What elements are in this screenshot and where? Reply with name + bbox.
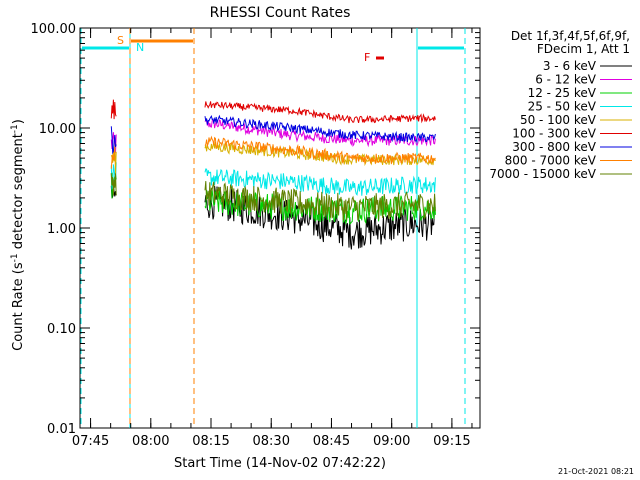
x-tick-label: 09:00 <box>373 434 410 449</box>
legend-label: 7000 - 15000 keV <box>489 167 596 181</box>
series-layer <box>110 99 436 250</box>
y-label-close: ) <box>11 119 26 124</box>
x-tick-label: 08:30 <box>253 434 290 449</box>
annotation-markers: SN F <box>80 28 466 428</box>
x-tick-label: 07:45 <box>72 434 109 449</box>
legend-label: 25 - 50 keV <box>528 100 597 114</box>
flare-label: F <box>364 51 370 64</box>
legend-label: 50 - 100 keV <box>520 113 597 127</box>
y-label-sup2: -1 <box>10 124 20 133</box>
x-tick-label: 08:15 <box>192 434 229 449</box>
x-tick-label: 08:45 <box>313 434 350 449</box>
chart-title: RHESSI Count Rates <box>210 5 351 21</box>
series-300-800-kev-line <box>110 114 436 155</box>
legend-label: 100 - 300 keV <box>512 127 596 141</box>
y-axis-label: Count Rate (s-1 detector segment-1) <box>10 119 26 351</box>
night-label: N <box>136 41 144 54</box>
legend-header-1: Det 1f,3f,4f,5f,6f,9f, <box>511 29 630 43</box>
x-axis-label: Start Time (14-Nov-02 07:42:22) <box>174 456 386 471</box>
footer-date: 21-Oct-2021 08:21 <box>558 467 634 476</box>
y-tick-label: 10.00 <box>39 122 76 137</box>
y-label-main: Count Rate (s <box>11 262 26 351</box>
y-tick-label: 0.01 <box>47 422 76 437</box>
series-100-300-kev-line <box>110 99 436 124</box>
y-label-tail: detector segment <box>11 133 26 253</box>
legend-header-2: FDecim 1, Att 1 <box>537 42 630 56</box>
x-tick-label: 08:00 <box>132 434 169 449</box>
y-tick-label: 1.00 <box>47 222 76 237</box>
series-25-50-kev-line <box>110 162 436 196</box>
y-tick-label: 100.00 <box>31 22 77 37</box>
legend-label: 300 - 800 keV <box>512 140 596 154</box>
ticks: 0.01 0.10 1.00 10.00 100.00 07:45 08:00 08:15 08… <box>31 22 480 449</box>
legend-label: 6 - 12 keV <box>535 73 597 87</box>
y-label-sup: -1 <box>10 253 20 262</box>
saa-label: S <box>117 34 124 47</box>
y-tick-label: 0.10 <box>47 322 76 337</box>
legend-label: 800 - 7000 keV <box>505 154 597 168</box>
legend-label: 12 - 25 keV <box>528 86 597 100</box>
legend-label: 3 - 6 keV <box>543 59 597 73</box>
x-tick-label: 09:15 <box>433 434 470 449</box>
series-7000-15000-kev-line <box>110 171 436 221</box>
